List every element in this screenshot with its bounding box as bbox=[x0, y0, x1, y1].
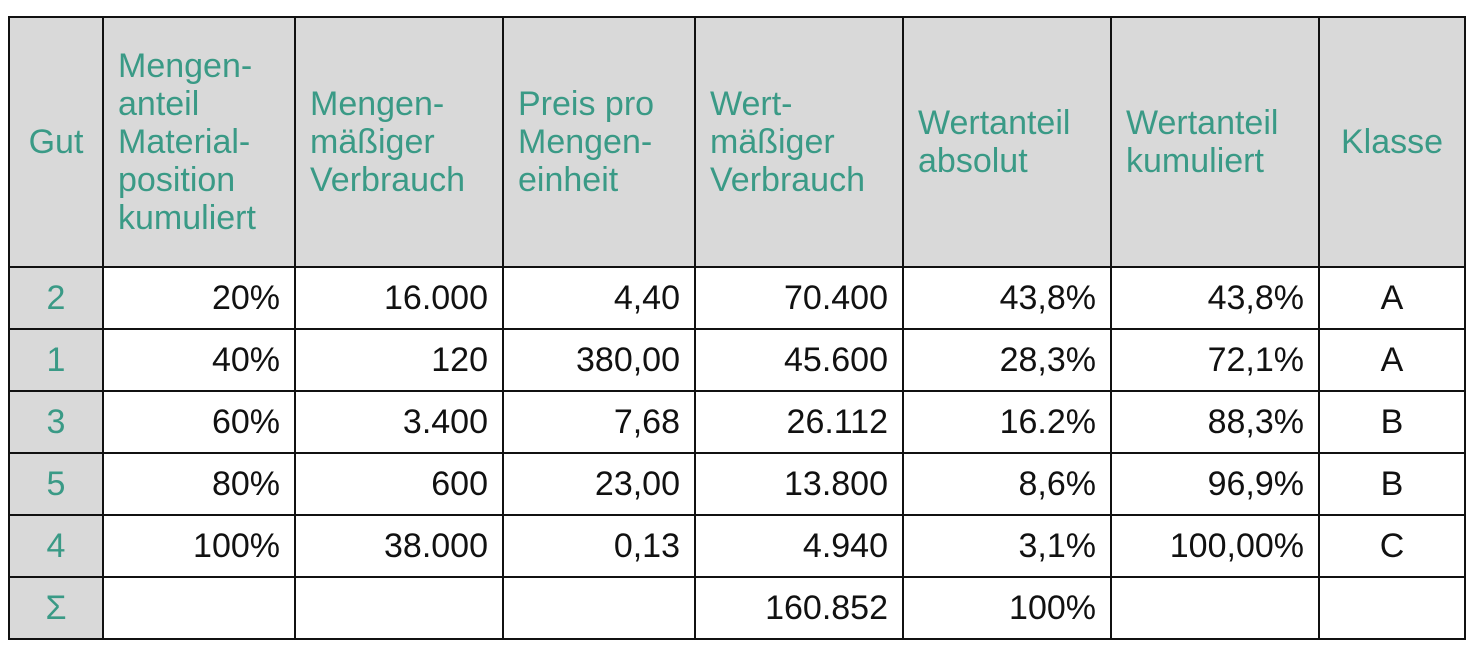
header-wertmaessiger-verbrauch: Wert- mäßiger Verbrauch bbox=[694, 16, 904, 268]
cell-mengenanteil bbox=[102, 576, 296, 640]
cell-preis: 7,68 bbox=[502, 390, 696, 454]
cell-mengenanteil: 60% bbox=[102, 390, 296, 454]
header-klasse: Klasse bbox=[1318, 16, 1466, 268]
header-preis-pro-mengeneinheit: Preis pro Mengen- einheit bbox=[502, 16, 696, 268]
cell-wertverbrauch: 26.112 bbox=[694, 390, 904, 454]
cell-klasse bbox=[1318, 576, 1466, 640]
cell-klasse: C bbox=[1318, 514, 1466, 578]
sum-row: Σ 160.852 100% bbox=[8, 576, 1466, 640]
cell-wertanteil-absolut: 3,1% bbox=[902, 514, 1112, 578]
cell-mengenanteil: 80% bbox=[102, 452, 296, 516]
table-row: 2 20% 16.000 4,40 70.400 43,8% 43,8% A bbox=[8, 266, 1466, 330]
cell-wertverbrauch: 70.400 bbox=[694, 266, 904, 330]
cell-mengenverbrauch: 16.000 bbox=[294, 266, 504, 330]
cell-mengenanteil: 100% bbox=[102, 514, 296, 578]
cell-wertanteil-absolut: 28,3% bbox=[902, 328, 1112, 392]
cell-wertanteil-absolut: 8,6% bbox=[902, 452, 1112, 516]
cell-wertanteil-kumuliert: 72,1% bbox=[1110, 328, 1320, 392]
cell-wertanteil-kumuliert: 43,8% bbox=[1110, 266, 1320, 330]
cell-mengenverbrauch: 3.400 bbox=[294, 390, 504, 454]
table-row: 1 40% 120 380,00 45.600 28,3% 72,1% A bbox=[8, 328, 1466, 392]
cell-wertverbrauch: 4.940 bbox=[694, 514, 904, 578]
cell-gut: 1 bbox=[8, 328, 104, 392]
cell-gut: 3 bbox=[8, 390, 104, 454]
cell-preis: 23,00 bbox=[502, 452, 696, 516]
header-mengenanteil-kumuliert: Mengen- anteil Material- position kumuli… bbox=[102, 16, 296, 268]
table-row: 4 100% 38.000 0,13 4.940 3,1% 100,00% C bbox=[8, 514, 1466, 578]
cell-preis bbox=[502, 576, 696, 640]
cell-preis: 380,00 bbox=[502, 328, 696, 392]
cell-wertverbrauch: 45.600 bbox=[694, 328, 904, 392]
table-row: 5 80% 600 23,00 13.800 8,6% 96,9% B bbox=[8, 452, 1466, 516]
cell-wertanteil-absolut: 43,8% bbox=[902, 266, 1112, 330]
header-gut: Gut bbox=[8, 16, 104, 268]
cell-wertanteil-kumuliert: 96,9% bbox=[1110, 452, 1320, 516]
header-wertanteil-kumuliert: Wertanteil kumuliert bbox=[1110, 16, 1320, 268]
cell-wertanteil-kumuliert: 100,00% bbox=[1110, 514, 1320, 578]
cell-gut: 2 bbox=[8, 266, 104, 330]
header-wertanteil-absolut: Wertanteil absolut bbox=[902, 16, 1112, 268]
cell-mengenverbrauch: 38.000 bbox=[294, 514, 504, 578]
cell-wertanteil-kumuliert bbox=[1110, 576, 1320, 640]
cell-preis: 0,13 bbox=[502, 514, 696, 578]
cell-wertverbrauch-total: 160.852 bbox=[694, 576, 904, 640]
cell-preis: 4,40 bbox=[502, 266, 696, 330]
cell-sum-symbol: Σ bbox=[8, 576, 104, 640]
cell-mengenverbrauch: 600 bbox=[294, 452, 504, 516]
cell-gut: 4 bbox=[8, 514, 104, 578]
cell-wertanteil-total: 100% bbox=[902, 576, 1112, 640]
cell-mengenverbrauch: 120 bbox=[294, 328, 504, 392]
cell-wertverbrauch: 13.800 bbox=[694, 452, 904, 516]
cell-klasse: A bbox=[1318, 328, 1466, 392]
cell-mengenanteil: 40% bbox=[102, 328, 296, 392]
cell-klasse: B bbox=[1318, 390, 1466, 454]
cell-mengenverbrauch bbox=[294, 576, 504, 640]
header-mengenmaessiger-verbrauch: Mengen- mäßiger Verbrauch bbox=[294, 16, 504, 268]
header-row: Gut Mengen- anteil Material- position ku… bbox=[8, 16, 1466, 268]
abc-analysis-table: Gut Mengen- anteil Material- position ku… bbox=[8, 16, 1466, 640]
cell-klasse: B bbox=[1318, 452, 1466, 516]
cell-wertanteil-kumuliert: 88,3% bbox=[1110, 390, 1320, 454]
cell-mengenanteil: 20% bbox=[102, 266, 296, 330]
cell-klasse: A bbox=[1318, 266, 1466, 330]
table-row: 3 60% 3.400 7,68 26.112 16.2% 88,3% B bbox=[8, 390, 1466, 454]
cell-gut: 5 bbox=[8, 452, 104, 516]
cell-wertanteil-absolut: 16.2% bbox=[902, 390, 1112, 454]
